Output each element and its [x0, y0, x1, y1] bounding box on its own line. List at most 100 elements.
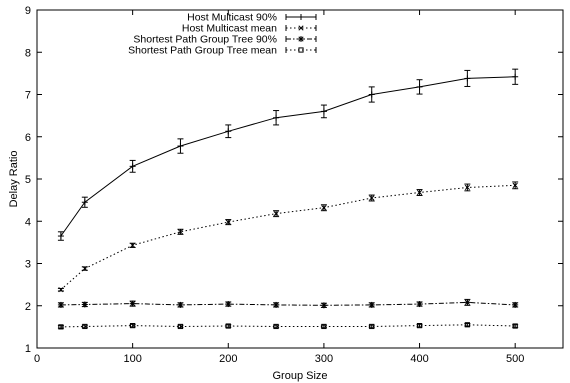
data-point: [57, 301, 64, 308]
series-layer: [57, 68, 519, 330]
series-4: [57, 322, 519, 330]
data-point: [81, 199, 88, 206]
data-point: [416, 83, 423, 90]
data-point: [512, 182, 518, 188]
marker-stroke: [298, 25, 304, 31]
marker-stroke: [321, 205, 327, 211]
data-point: [512, 73, 519, 80]
y-tick-label: 7: [25, 90, 31, 102]
marker-square: [225, 323, 231, 329]
legend-entry: Host Multicast 90%: [187, 12, 317, 24]
marker-stroke: [273, 302, 279, 308]
marker-stroke: [369, 195, 375, 201]
marker-stroke: [464, 184, 470, 191]
data-point: [225, 128, 232, 135]
marker-stroke: [321, 302, 327, 308]
data-point: [81, 301, 88, 308]
legend-label: Shortest Path Group Tree mean: [128, 45, 277, 57]
data-point: [177, 323, 184, 330]
marker-stroke: [416, 189, 423, 196]
data-point: [82, 265, 88, 272]
marker-square: [416, 323, 423, 329]
data-point: [298, 36, 304, 42]
data-point: [129, 300, 136, 307]
marker-stroke: [130, 301, 136, 307]
y-tick-label: 8: [25, 47, 31, 59]
data-point: [273, 211, 279, 217]
marker-stroke: [58, 287, 64, 293]
marker-stroke: [225, 219, 231, 225]
marker-stroke: [416, 301, 423, 307]
marker-stroke: [82, 265, 88, 272]
x-tick-label: 300: [315, 353, 333, 365]
marker-square: [464, 322, 470, 328]
marker-stroke: [130, 242, 136, 248]
marker-stroke: [512, 302, 518, 308]
series-2: [57, 181, 519, 293]
data-point: [273, 301, 280, 308]
data-point: [512, 301, 519, 308]
data-point: [298, 47, 304, 53]
data-point: [512, 323, 518, 329]
data-point: [416, 323, 423, 329]
marker-stroke: [512, 182, 518, 188]
data-point: [464, 75, 471, 82]
marker-square: [298, 47, 304, 53]
data-point: [369, 195, 375, 201]
data-point: [57, 233, 64, 240]
data-point: [130, 242, 136, 248]
y-tick-label: 5: [25, 174, 31, 186]
x-tick-label: 500: [506, 353, 524, 365]
x-tick-label: 200: [219, 353, 237, 365]
marker-stroke: [369, 302, 375, 308]
data-point: [320, 108, 327, 115]
series-3: [57, 298, 519, 309]
series-line: [60, 301, 516, 306]
x-tick-label: 100: [123, 353, 141, 365]
marker-stroke: [177, 302, 184, 308]
data-point: [130, 323, 136, 329]
y-axis-title: Delay Ratio: [8, 151, 20, 208]
data-point: [225, 219, 231, 225]
marker-square: [130, 323, 136, 329]
data-point: [298, 25, 304, 31]
marker-stroke: [273, 211, 279, 217]
data-point: [464, 299, 471, 306]
series-line: [60, 324, 516, 328]
data-point: [58, 324, 64, 330]
data-point: [225, 323, 231, 329]
data-point: [464, 184, 470, 191]
data-point: [368, 91, 375, 98]
marker-square: [512, 323, 518, 329]
x-axis-title: Group Size: [272, 370, 327, 382]
legend-entry: Shortest Path Group Tree mean: [128, 45, 317, 57]
marker-square: [177, 323, 184, 330]
data-point: [177, 229, 184, 235]
data-point: [369, 323, 375, 330]
marker-stroke: [298, 36, 304, 42]
y-tick-label: 6: [25, 132, 31, 144]
y-tick-label: 4: [25, 216, 31, 228]
marker-stroke: [177, 229, 184, 235]
marker-square: [58, 324, 64, 330]
data-point: [320, 302, 327, 309]
data-point: [273, 323, 279, 330]
data-point: [177, 301, 184, 308]
data-point: [321, 205, 327, 211]
y-tick-label: 2: [25, 301, 31, 313]
legend-entry: Host Multicast mean: [182, 23, 317, 35]
data-point: [273, 114, 280, 121]
marker-stroke: [82, 301, 88, 308]
data-point: [298, 14, 304, 20]
y-tick-label: 9: [25, 5, 31, 17]
data-point: [225, 301, 232, 308]
data-point: [416, 189, 423, 196]
legend-entry: Shortest Path Group Tree 90%: [133, 34, 317, 46]
axis-ticks: 1 2 3 4 5 6 7 8 9 0 100 200 300 400 500: [25, 5, 563, 365]
y-tick-label: 3: [25, 259, 31, 271]
marker-stroke: [464, 299, 470, 305]
y-tick-label: 1: [25, 343, 31, 355]
marker-stroke: [225, 301, 231, 307]
marker-square: [321, 323, 327, 330]
